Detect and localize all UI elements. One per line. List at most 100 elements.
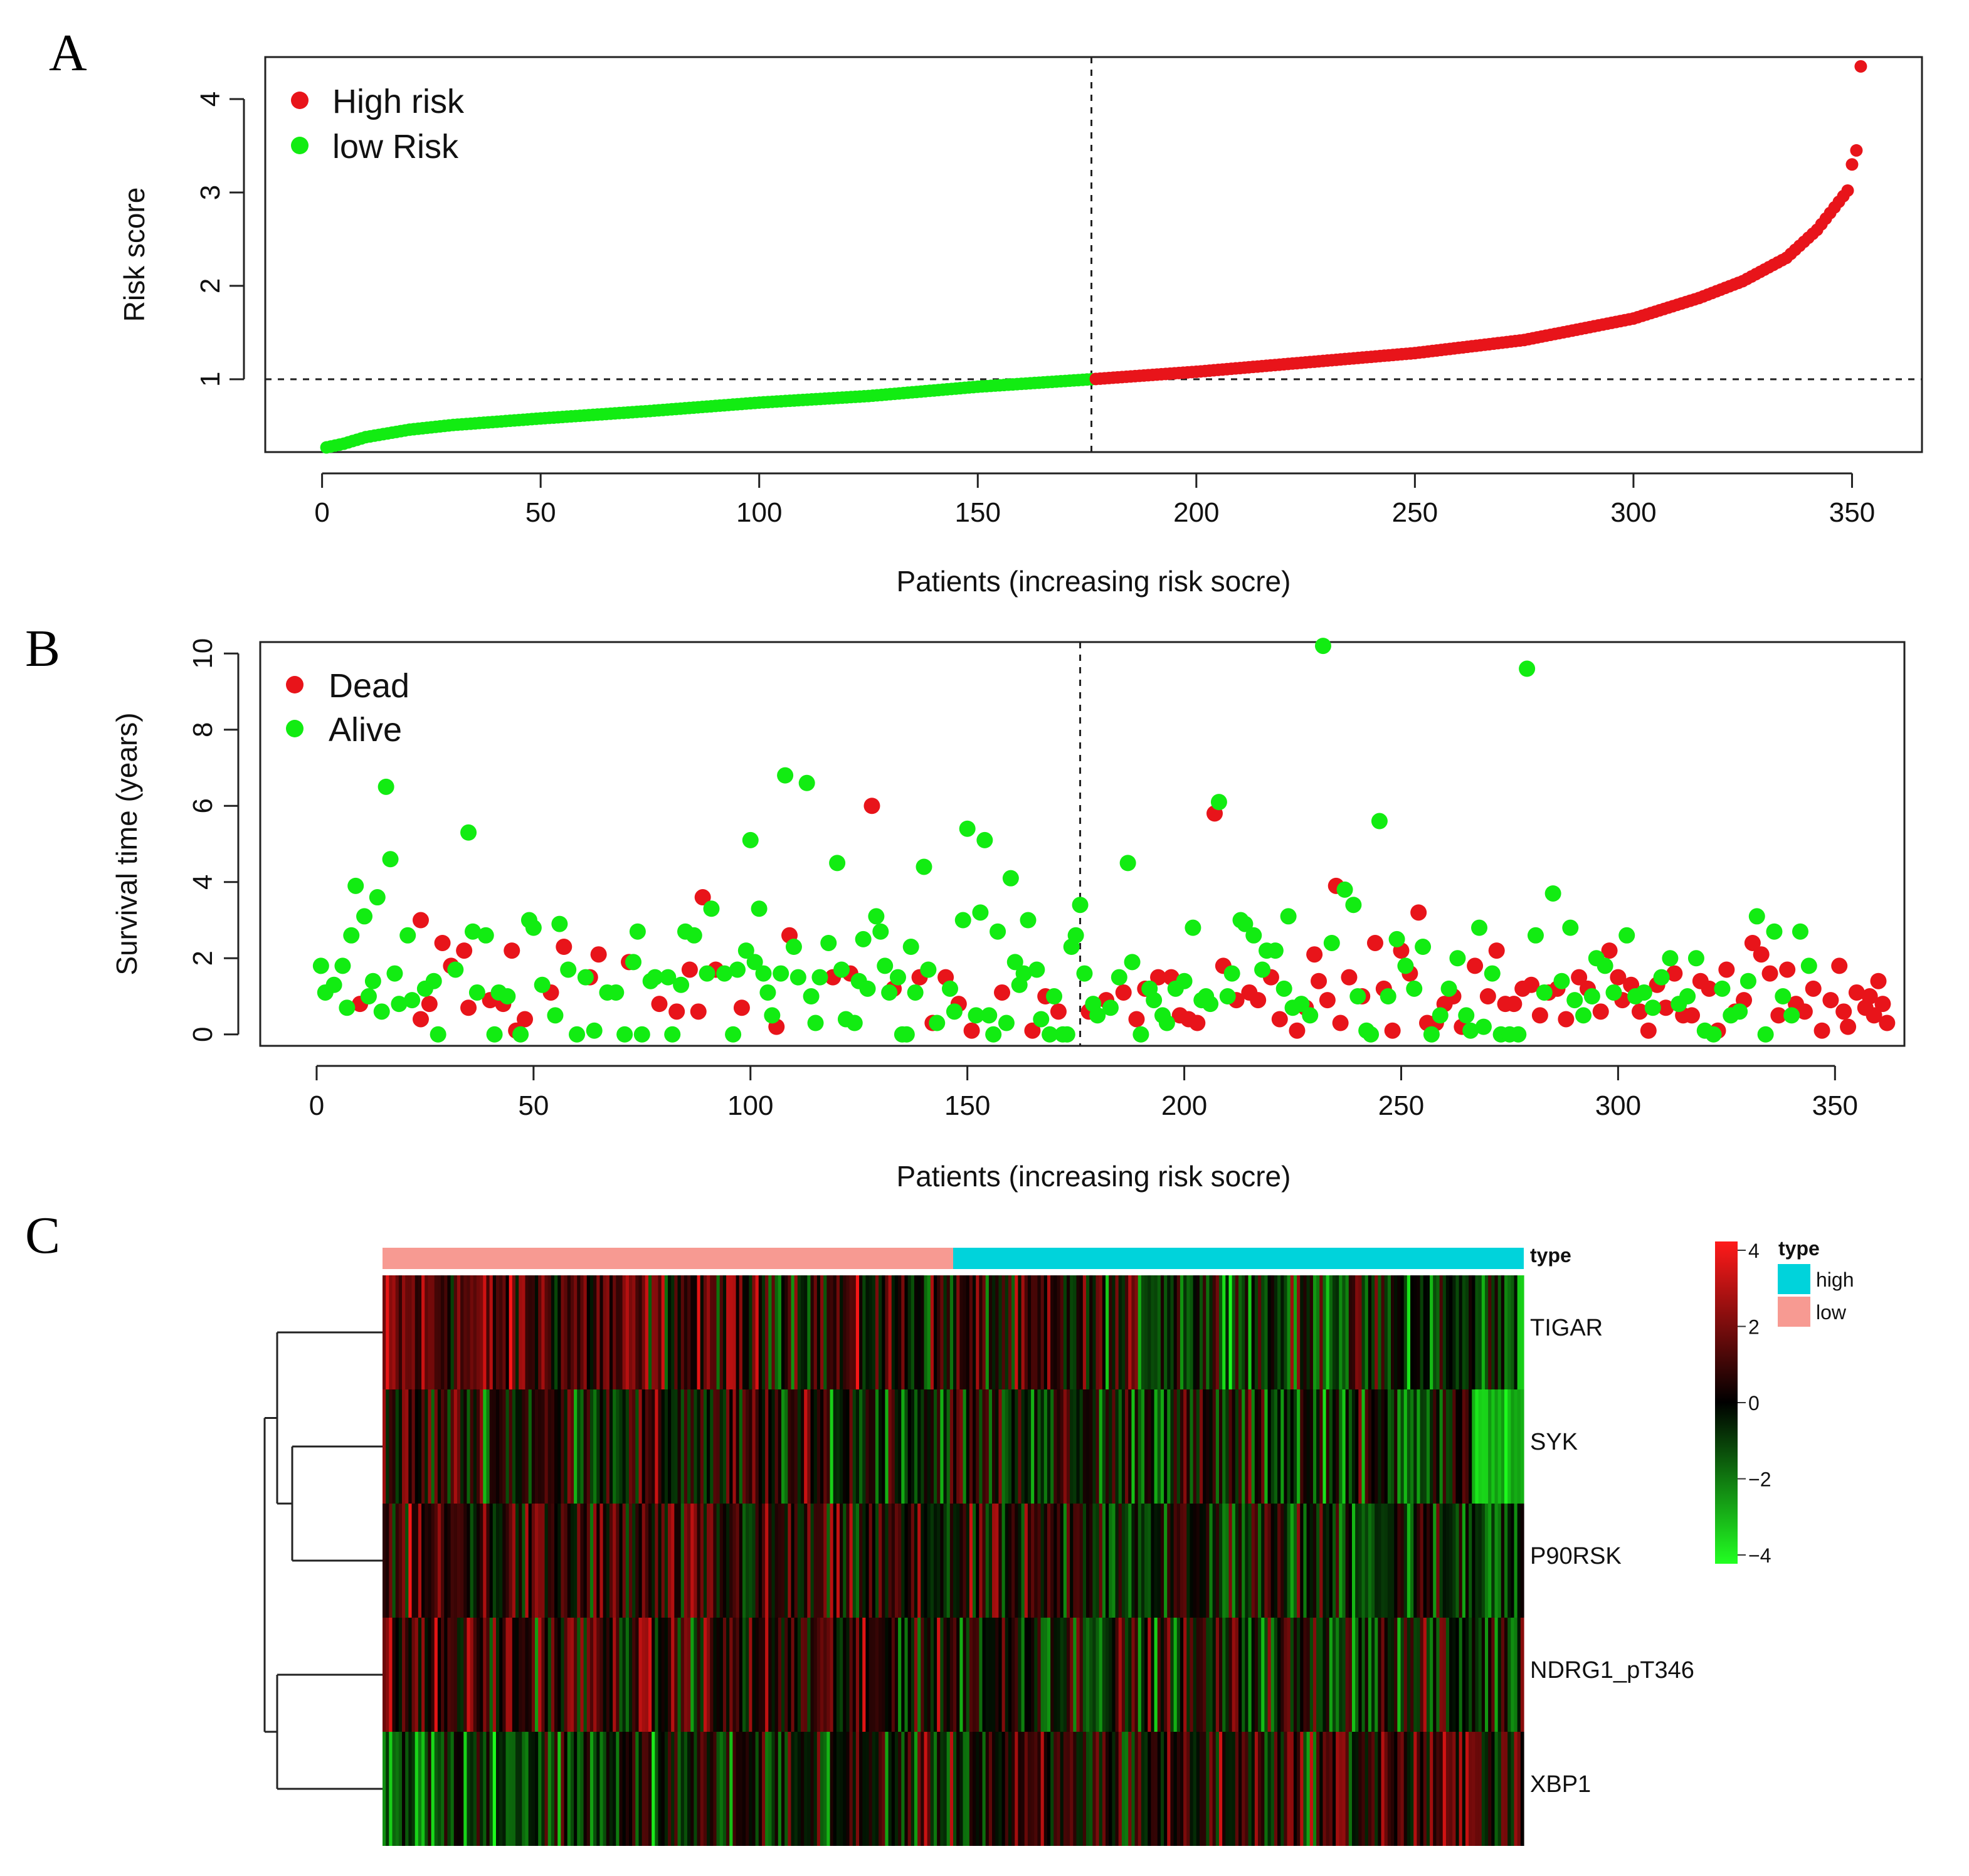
heatmap-cell [460,1618,464,1732]
heatmap-cell [1050,1732,1054,1846]
heatmap-cell [988,1504,993,1618]
heatmap-cell [921,1732,925,1846]
heatmap-cell [1303,1275,1307,1389]
survival-point-alive [339,999,356,1016]
heatmap-cell [917,1275,921,1389]
heatmap-cell [405,1732,409,1846]
heatmap-cell [1381,1504,1385,1618]
survival-point-alive [777,767,794,784]
heatmap-cell [755,1732,759,1846]
heatmap-cell [1121,1732,1126,1846]
heatmap-cell [1368,1732,1372,1846]
heatmap-cell [1060,1732,1064,1846]
heatmap-cell [1148,1504,1151,1618]
heatmap-cell [1478,1389,1482,1504]
heatmap-cell [1073,1618,1077,1732]
heatmap-cell [476,1732,480,1846]
survival-point-alive [534,976,551,993]
heatmap-cell [1297,1275,1301,1389]
heatmap-cell [707,1618,710,1732]
heatmap-cell [1170,1504,1175,1618]
heatmap-cell [879,1618,882,1732]
heatmap-cell [859,1389,863,1504]
survival-point-alive [430,1026,446,1043]
heatmap-cell [1417,1504,1421,1618]
heatmap-cell [855,1275,860,1389]
heatmap-cell [690,1504,694,1618]
heatmap-cell [1141,1732,1145,1846]
heatmap-cell [894,1504,899,1618]
heatmap-cell [1339,1732,1343,1846]
heatmap-cell [985,1504,990,1618]
heatmap-cell [1397,1504,1402,1618]
heatmap-cell [1365,1275,1369,1389]
heatmap-cell [648,1504,652,1618]
heatmap-cell [1511,1732,1515,1846]
risk-score-plot-frame [264,56,1923,453]
heatmap-cell [1270,1275,1275,1389]
heatmap-cell [810,1618,815,1732]
heatmap-cell [1280,1504,1284,1618]
survival-point-alive [859,980,876,997]
heatmap-cell [622,1275,626,1389]
heatmap-cell [765,1275,769,1389]
heatmap-cell [1264,1389,1269,1504]
heatmap-cell [1011,1618,1015,1732]
heatmap-cell [742,1389,746,1504]
heatmap-cell [421,1618,425,1732]
heatmap-cell [1225,1275,1230,1389]
heatmap-cell [480,1275,483,1389]
heatmap-cell [710,1389,714,1504]
heatmap-cell [1024,1389,1028,1504]
heatmap-cell [1430,1275,1433,1389]
heatmap-cell [976,1275,979,1389]
heatmap-cell [888,1504,892,1618]
heatmap-cell [473,1275,477,1389]
heatmap-cell [791,1618,795,1732]
heatmap-cell [1420,1504,1424,1618]
heatmap-cell [668,1275,672,1389]
heatmap-cell [574,1732,578,1846]
heatmap-cell [586,1504,591,1618]
heatmap-cell [441,1504,445,1618]
heatmap-cell [1160,1275,1164,1389]
risk-y-tick-label: 3 [195,185,226,200]
heatmap-cell [1164,1389,1168,1504]
risk-point-high [1845,158,1859,171]
heatmap-cell [625,1389,630,1504]
heatmap-cell [1481,1275,1486,1389]
heatmap-cell [1504,1389,1508,1504]
heatmap-cell [758,1389,763,1504]
heatmap-cell [392,1389,396,1504]
heatmap-cell [1413,1504,1417,1618]
survival-point-alive [1245,927,1262,944]
heatmap-cell [1436,1504,1440,1618]
heatmap-cell [1267,1732,1272,1846]
heatmap-cell [914,1504,918,1618]
heatmap-cell [1420,1618,1424,1732]
heatmap-cell [655,1504,659,1618]
heatmap-cell [1459,1275,1463,1389]
heatmap-cell [755,1389,759,1504]
heatmap-cell [655,1732,659,1846]
heatmap-cell [1134,1618,1139,1732]
heatmap-cell [1494,1275,1499,1389]
heatmap-cell [774,1389,779,1504]
heatmap-cell [813,1504,818,1618]
heatmap-cell [1504,1275,1508,1389]
survival-point-alive [737,942,754,959]
heatmap-cell [561,1504,565,1618]
heatmap-cell [891,1618,895,1732]
heatmap-cell [1455,1732,1460,1846]
heatmap-cell [1445,1732,1450,1846]
heatmap-cell [1005,1389,1009,1504]
heatmap-cell [1154,1618,1158,1732]
heatmap-cell [778,1504,782,1618]
heatmap-cell [1384,1389,1388,1504]
heatmap-cell [836,1618,840,1732]
heatmap-cell [726,1732,730,1846]
heatmap-cell [1167,1275,1171,1389]
survival-point-alive [1058,1026,1075,1043]
heatmap-cell [1261,1504,1265,1618]
heatmap-cell [522,1618,526,1732]
